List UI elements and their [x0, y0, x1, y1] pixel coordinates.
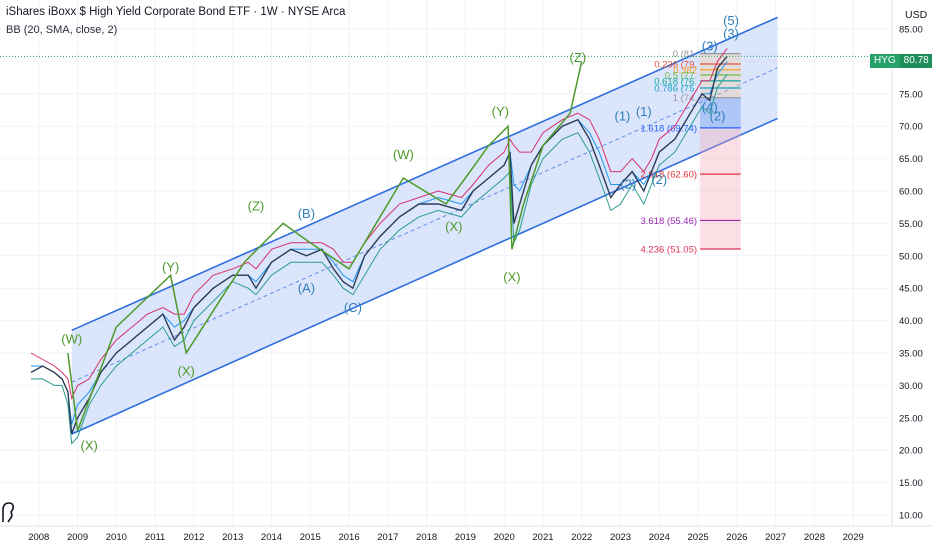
- fib-level-label: 0.786 (75.: [654, 83, 697, 94]
- time-axis-tick: 2020: [494, 532, 515, 543]
- wave-label: (3): [723, 26, 739, 41]
- price-axis-tick: 70.00: [899, 122, 923, 133]
- last-price-tag: HYG 80.78: [870, 54, 932, 68]
- price-axis-tick: 50.00: [899, 251, 923, 262]
- price-axis-tick: 65.00: [899, 154, 923, 165]
- chart-title: iShares iBoxx $ High Yield Corporate Bon…: [6, 6, 346, 18]
- time-axis-bg: [0, 526, 932, 550]
- price-tag-value: 80.78: [899, 54, 932, 68]
- channel-lower-line: [71, 117, 778, 435]
- time-axis-tick: 2029: [843, 532, 864, 543]
- fib-level-label: 0 (81.: [673, 49, 697, 60]
- wave-label: (2): [710, 108, 726, 123]
- fib-zone-lower: [700, 127, 741, 249]
- price-axis-tick: 45.00: [899, 284, 923, 295]
- wave-label: (Z): [248, 198, 265, 213]
- wave-labels: (W) (X) (Y) (X) (Z) (B) (A) (C) (W) (X) (Y) (X) (Z) (…: [61, 13, 739, 453]
- tradingview-logo-icon[interactable]: [0, 500, 16, 524]
- time-axis-tick: 2025: [688, 532, 709, 543]
- wave-label: (X): [503, 270, 520, 285]
- price-axis-tick: 10.00: [899, 511, 923, 522]
- time-axis-tick: 2012: [183, 532, 204, 543]
- wave-label: (1): [636, 104, 652, 119]
- wave-label: (W): [393, 147, 414, 162]
- wave-label: (Y): [492, 104, 509, 119]
- regression-channel-fill: [71, 17, 778, 435]
- price-axis-tick: 25.00: [899, 413, 923, 424]
- wave-label: (X): [445, 219, 462, 234]
- price-axis-tick: 15.00: [899, 478, 923, 489]
- wave-label: (A): [298, 281, 315, 296]
- wave-label: (X): [81, 438, 98, 453]
- time-axis-tick: 2026: [726, 532, 747, 543]
- price-axis-tick: 20.00: [899, 446, 923, 457]
- time-axis-tick: 2022: [571, 532, 592, 543]
- fib-level-label: 1.618 (69.74): [641, 123, 698, 134]
- bollinger-upper-band: [30, 48, 728, 401]
- elliott-wave-path: [67, 61, 583, 432]
- time-axis-tick: 2011: [145, 532, 165, 543]
- wave-label: (1): [615, 108, 631, 123]
- fib-zone-upper: [700, 53, 741, 98]
- fib-level-label: 1 (74.: [673, 93, 697, 104]
- fib-level-label: 0.5 (77.: [665, 71, 697, 82]
- time-axis-tick: 2023: [610, 532, 631, 543]
- wave-label: (C): [344, 300, 362, 315]
- fib-zone-mid: [700, 97, 741, 128]
- wave-label: (X): [177, 364, 194, 379]
- price-axis-tick: 75.00: [899, 89, 923, 100]
- time-axis-tick: 2018: [416, 532, 437, 543]
- price-axis: 10.00 15.00 20.00 25.00 30.00 35.00 40.00 45.00…: [891, 0, 932, 550]
- wave-label: (3): [702, 38, 718, 53]
- price-tag-symbol: HYG: [870, 54, 900, 68]
- time-axis-tick: 2009: [67, 532, 88, 543]
- fib-level-label: 2.618 (62.60): [641, 170, 698, 181]
- time-axis-tick: 2010: [106, 532, 127, 543]
- bollinger-lower-band: [31, 74, 728, 445]
- time-axis-tick: 2008: [28, 532, 49, 543]
- fib-level-label: 4.236 (51.05): [641, 244, 698, 255]
- wave-label: (Y): [162, 259, 179, 274]
- time-axis-tick: 2019: [455, 532, 476, 543]
- currency-label[interactable]: USD: [905, 9, 928, 21]
- price-axis-bg: [892, 0, 932, 550]
- indicator-legend[interactable]: BB (20, SMA, close, 2): [6, 24, 118, 36]
- price-axis-tick: 55.00: [899, 219, 923, 230]
- wave-label: (2): [651, 172, 667, 187]
- price-axis-tick: 35.00: [899, 349, 923, 360]
- wave-label: (4): [702, 99, 718, 114]
- wave-label: (5): [723, 13, 739, 28]
- time-axis-tick: 2014: [261, 532, 282, 543]
- time-axis-tick: 2027: [765, 532, 786, 543]
- channel-upper-line: [71, 16, 778, 332]
- wave-label: (W): [61, 331, 82, 346]
- time-axis-tick: 2017: [377, 532, 398, 543]
- time-axis: 2008 2009 2010 2011 2012 2013 2014 2015 2016 2017…: [0, 525, 932, 550]
- fib-level-label: 0.618 (76.: [654, 76, 697, 87]
- price-axis-tick: 30.00: [899, 381, 923, 392]
- time-axis-tick: 2021: [532, 532, 553, 543]
- price-axis-tick: 60.00: [899, 187, 923, 198]
- time-axis-tick: 2013: [222, 532, 243, 543]
- fib-level-label: 0.382: [673, 65, 697, 76]
- time-axis-tick: 2016: [338, 532, 359, 543]
- wave-label: (Z): [570, 50, 587, 65]
- fib-level-label: 0.236 (79.: [654, 59, 697, 70]
- price-axis-tick: 85.00: [899, 25, 923, 36]
- time-axis-tick: 2024: [649, 532, 670, 543]
- wave-label: (B): [298, 206, 315, 221]
- time-axis-tick: 2015: [300, 532, 321, 543]
- wave-label: (2): [620, 176, 636, 191]
- price-axis-tick: 40.00: [899, 316, 923, 327]
- price-series-line: [30, 55, 728, 435]
- fib-level-label: 3.618 (55.46): [641, 216, 698, 227]
- time-axis-tick: 2028: [804, 532, 825, 543]
